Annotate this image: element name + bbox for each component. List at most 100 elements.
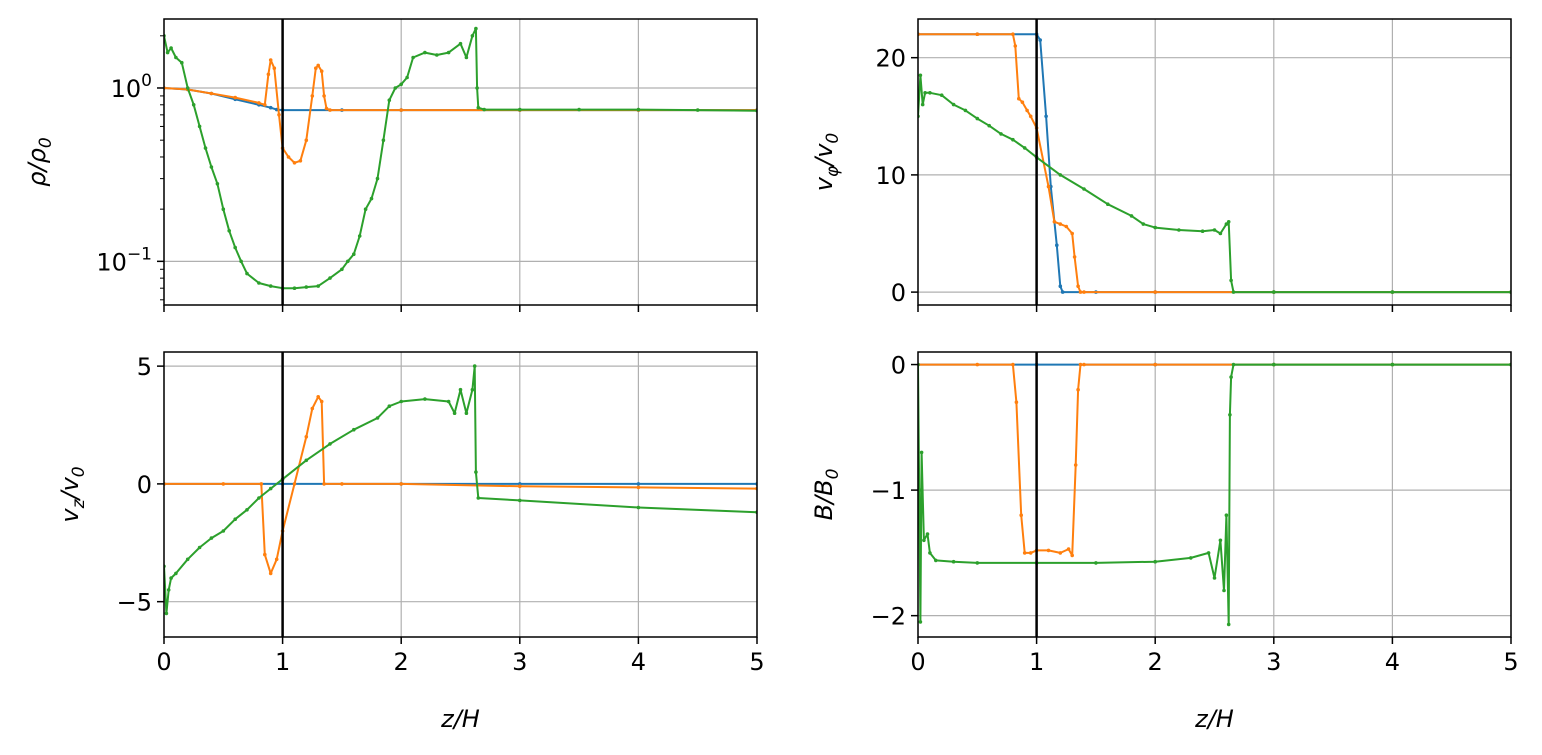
data-point-green [1229,375,1233,379]
data-point-orange [399,482,404,486]
data-point-green [387,98,392,102]
data-point-green [458,41,463,46]
data-point-green [464,55,469,60]
data-point-green [1212,576,1217,580]
data-point-green [1226,622,1231,627]
data-point-blue [1038,38,1042,42]
x-tick-label: 1 [275,648,290,676]
data-point-green [257,496,261,500]
data-point-green [636,107,641,112]
data-point-orange [1082,290,1086,294]
data-point-green [197,545,202,550]
data-point-orange [316,63,321,68]
y-tick-label: −5 [117,589,152,617]
data-point-orange [1073,463,1078,467]
data-point-green [939,93,944,97]
data-point-green [919,450,924,455]
data-point-green [1200,229,1205,233]
data-point-green [209,536,214,540]
y-tick-label: 20 [875,45,906,73]
x-tick-label: 4 [631,648,646,676]
data-point-orange [1022,551,1027,555]
data-point-green [233,245,237,250]
data-point-orange [1064,224,1069,229]
y-tick-label: 10−1 [96,244,152,276]
data-point-green [1272,290,1276,294]
y-tick-label: 100 [111,71,152,103]
data-point-green [393,86,398,90]
data-point-green [1224,222,1229,226]
data-point-orange [233,95,237,100]
data-point-green [975,561,980,565]
data-point-orange [277,113,281,117]
data-point-green [352,427,356,432]
data-point-orange [1153,290,1157,294]
data-point-orange [292,161,297,165]
data-point-green [328,442,332,446]
data-point-green [411,55,415,60]
data-point-blue [1058,284,1063,289]
data-point-green [209,165,214,169]
data-point-green [423,397,427,401]
data-point-green [166,588,171,592]
data-point-green [185,557,190,562]
data-point-orange [310,406,315,411]
data-point-green [474,26,478,31]
y-axis-label: ρ/ρ0 [23,137,56,186]
data-point-orange [975,32,980,36]
panel-vz: 0 1 2 3 4 5 −5 0 5 vz/v0 z/H [56,351,765,733]
data-point-green [464,411,469,416]
data-point-green [1011,137,1015,142]
data-point-orange [1046,548,1051,553]
data-point-orange [268,571,273,576]
x-axis-label: z/H [1194,705,1234,733]
data-point-green [375,176,380,181]
data-point-green [1129,214,1134,218]
data-point-green [482,107,487,112]
data-point-green [221,529,226,533]
data-point-green [1058,173,1063,177]
data-point-orange [324,106,329,111]
x-tick-label: 5 [1503,648,1518,676]
x-tick-label: 0 [910,648,925,676]
data-point-orange [1076,284,1080,289]
data-point-orange [328,108,332,112]
series-line-green [918,74,1511,294]
data-point-green [987,123,991,128]
data-point-green [1106,202,1110,206]
data-point-green [257,281,261,285]
data-point-green [268,284,273,288]
data-point-blue [636,482,641,486]
data-point-orange [1046,184,1051,189]
data-point-green [951,102,956,107]
data-point-orange [1020,100,1025,104]
data-point-green [475,86,479,90]
data-point-orange [257,101,261,105]
data-point-green [1228,413,1232,417]
data-point-orange [1013,44,1018,48]
data-point-green [399,399,404,404]
data-point-orange [1078,290,1083,294]
data-point-orange [399,108,404,112]
data-point-orange [319,399,324,404]
data-point-green [470,387,475,392]
data-point-orange [1028,114,1033,119]
data-point-green [951,559,956,564]
data-point-green [215,182,220,186]
data-point-green [1218,231,1223,236]
data-point-orange [1066,547,1071,551]
data-point-orange [319,69,324,73]
x-tick-label: 2 [1148,648,1163,676]
data-point-green [1390,362,1395,367]
data-point-green [1231,362,1236,367]
data-point-orange [1011,362,1015,367]
data-point-green [1212,228,1217,232]
data-point-orange [266,72,271,77]
x-axis-label: z/H [440,705,480,733]
data-point-orange [263,552,267,557]
data-point-green [387,404,392,409]
data-point-green [197,124,202,129]
data-point-orange [1019,513,1023,517]
series-line-blue [164,87,757,112]
data-point-green [227,229,231,233]
